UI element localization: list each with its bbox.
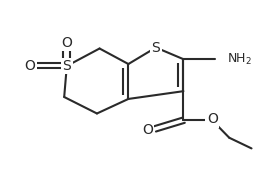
Text: O: O xyxy=(142,123,153,137)
Text: S: S xyxy=(151,41,160,55)
Text: NH$_2$: NH$_2$ xyxy=(227,52,252,67)
Text: O: O xyxy=(25,59,36,73)
Text: O: O xyxy=(207,112,218,126)
Text: S: S xyxy=(62,59,71,73)
Text: O: O xyxy=(61,36,72,50)
